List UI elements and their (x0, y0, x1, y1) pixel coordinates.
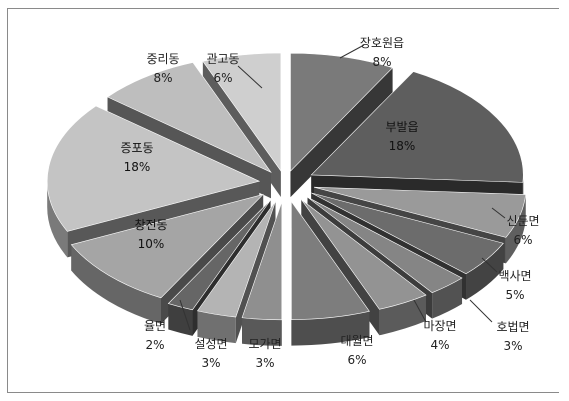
slice-label-name-6: 마장면 (423, 319, 456, 333)
leader-line-6 (179, 299, 191, 331)
pie-slice-7 (291, 200, 370, 346)
slice-label-value-13: 8% (153, 71, 172, 85)
pie-slice-8 (241, 201, 283, 346)
leader-line-2 (491, 207, 506, 219)
slice-label-name-3: 신둔면 (506, 214, 539, 228)
leader-line-1 (339, 44, 365, 59)
slice-label-name-4: 백사면 (498, 269, 531, 283)
slice-label-value-5: 3% (503, 339, 522, 353)
slice-label-value-6: 4% (430, 338, 449, 352)
slice-label-name-5: 호법면 (496, 320, 529, 334)
leader-line-7 (237, 65, 263, 89)
leader-line-4 (469, 299, 493, 323)
slice-label-name-13: 중리동 (146, 52, 179, 66)
slice-label-value-3: 6% (513, 233, 532, 247)
slice-label-value-4: 5% (505, 288, 524, 302)
slice-label-name-7: 대월면 (340, 334, 373, 348)
leader-line-5 (413, 299, 427, 323)
slice-label-value-10: 2% (145, 338, 164, 352)
slice-label-value-11: 10% (138, 237, 165, 251)
slice-label-value-1: 8% (372, 55, 391, 69)
slice-label-name-11: 창전동 (134, 218, 167, 232)
slice-label-value-2: 18% (389, 139, 416, 153)
slice-label-name-14: 관고동 (206, 52, 239, 66)
slice-label-value-8: 3% (255, 356, 274, 370)
slice-label-name-9: 설성면 (194, 337, 227, 351)
pie-slice-1 (290, 52, 394, 198)
slice-label-name-12: 증포동 (120, 141, 153, 155)
pie-slice-9 (196, 200, 276, 344)
slice-label-name-10: 율면 (144, 319, 166, 333)
chart-frame (7, 8, 559, 393)
slice-label-value-14: 6% (213, 71, 232, 85)
slice-label-value-7: 6% (347, 353, 366, 367)
leader-line-3 (481, 257, 498, 273)
slice-label-name-1: 장호원읍 (360, 36, 404, 50)
slice-label-value-9: 3% (201, 356, 220, 370)
slice-label-name-2: 부발읍 (385, 120, 418, 134)
slice-label-name-8: 모가면 (248, 337, 281, 351)
slice-label-value-12: 18% (124, 160, 151, 174)
